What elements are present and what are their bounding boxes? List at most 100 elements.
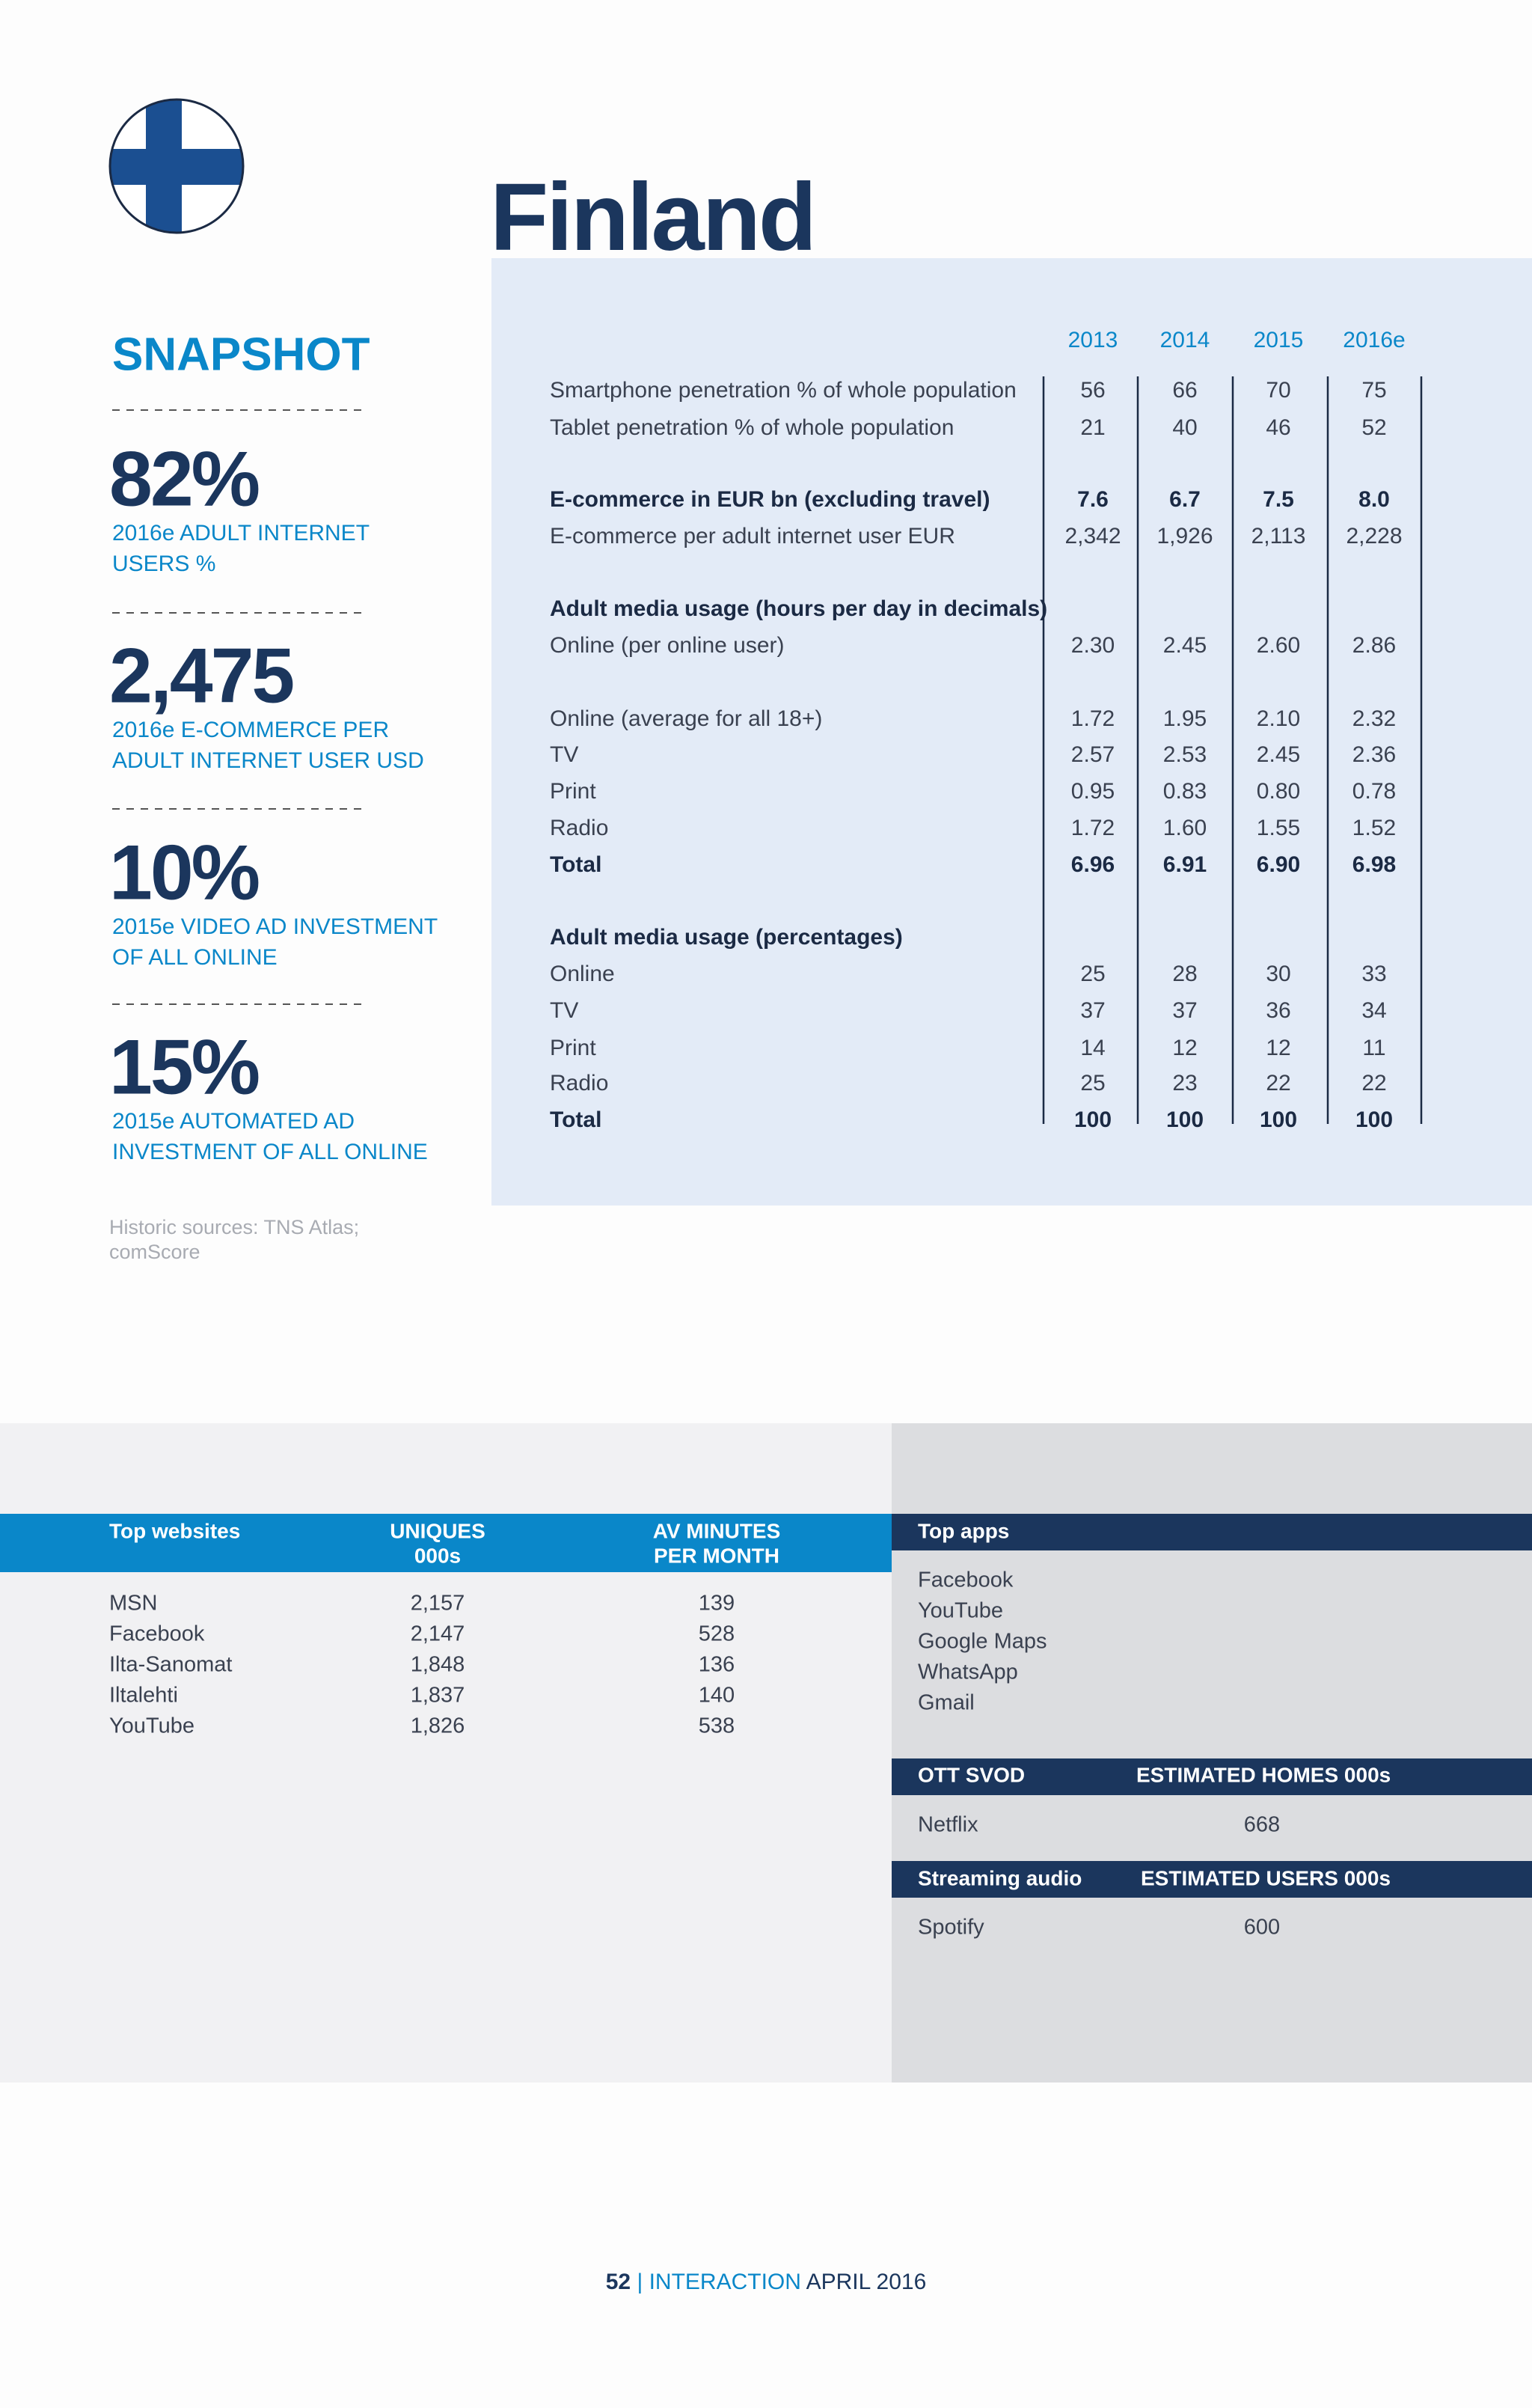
snapshot-caption: ADULT INTERNET USER USD [112, 748, 424, 773]
cell: 1.60 [1163, 816, 1207, 840]
snapshot-caption: 2015e VIDEO AD INVESTMENT [112, 914, 438, 939]
cell: 66 [1172, 378, 1197, 403]
flag [108, 98, 245, 234]
header: AV MINUTES [653, 1519, 781, 1542]
cell: 2.60 [1257, 633, 1300, 658]
sources: Historic sources: TNS Atlas; [109, 1216, 359, 1238]
cell: 0.83 [1163, 779, 1207, 804]
minutes: 528 [699, 1622, 735, 1646]
cell: 12 [1172, 1036, 1197, 1060]
cell: 100 [1166, 1107, 1204, 1132]
year-header: 2013 [1068, 328, 1118, 352]
uniques: 2,157 [411, 1592, 465, 1616]
row-label: Radio [550, 1071, 608, 1095]
site-name: Ilta-Sanomat [109, 1653, 232, 1677]
cell: 25 [1080, 962, 1105, 986]
cell: 0.95 [1071, 779, 1115, 804]
cell: 0.78 [1352, 779, 1396, 804]
app: Gmail [918, 1691, 975, 1715]
cell: 1.55 [1257, 816, 1300, 840]
cell: 70 [1266, 378, 1290, 403]
count: 668 [1244, 1813, 1280, 1837]
row-label: TV [550, 998, 578, 1023]
uniques: 1,848 [411, 1653, 465, 1677]
footer-separator: | [637, 2270, 643, 2294]
app: WhatsApp [918, 1660, 1018, 1684]
row-label: Tablet penetration % of whole population [550, 415, 954, 440]
row-label: TV [550, 742, 578, 767]
year-header: 2015 [1254, 328, 1304, 352]
cell: 2.36 [1352, 742, 1396, 767]
cell: 100 [1260, 1107, 1297, 1132]
cell: 2,342 [1064, 524, 1121, 548]
site-name: Facebook [109, 1622, 205, 1646]
row-label: E-commerce in EUR bn (excluding travel) [550, 487, 990, 512]
cell: 36 [1266, 998, 1290, 1023]
row-label: Print [550, 1036, 596, 1060]
service: Spotify [918, 1916, 984, 1940]
cell: 37 [1172, 998, 1197, 1023]
row-label: Adult media usage (hours per day in deci… [550, 596, 1047, 621]
cell: 56 [1080, 378, 1105, 403]
site-name: Iltalehti [109, 1684, 178, 1708]
row-label: E-commerce per adult internet user EUR [550, 524, 955, 548]
cell: 12 [1266, 1036, 1290, 1060]
header: ESTIMATED USERS 000s [1141, 1866, 1391, 1889]
cell: 11 [1362, 1036, 1385, 1060]
cell: 52 [1361, 415, 1386, 440]
table-panel [491, 258, 1532, 1205]
cell: 100 [1074, 1107, 1112, 1132]
snapshot-caption: 2015e AUTOMATED AD [112, 1109, 355, 1134]
header: UNIQUES [390, 1519, 485, 1542]
count: 600 [1244, 1916, 1280, 1940]
app: Google Maps [918, 1630, 1047, 1654]
site-name: YouTube [109, 1714, 194, 1738]
footer: 52 | INTERACTION APRIL 2016 [606, 2270, 927, 2294]
cell: 2.45 [1163, 633, 1207, 658]
cell: 6.90 [1257, 852, 1300, 877]
cell: 6.96 [1071, 852, 1115, 877]
audio-header-bar [892, 1861, 1532, 1898]
service: Netflix [918, 1813, 978, 1837]
cell: 7.6 [1077, 487, 1109, 512]
snapshot-heading: SNAPSHOT [112, 328, 370, 380]
header: PER MONTH [654, 1544, 779, 1567]
uniques: 1,826 [411, 1714, 465, 1738]
cell: 75 [1361, 378, 1386, 403]
cell: 100 [1355, 1107, 1393, 1132]
cell: 2,228 [1346, 524, 1402, 548]
cell: 23 [1172, 1071, 1197, 1095]
footer-publication: INTERACTION [649, 2270, 801, 2294]
header: 000s [414, 1544, 461, 1567]
cell: 2.30 [1071, 633, 1115, 658]
app: YouTube [918, 1599, 1003, 1623]
cell: 2.32 [1352, 706, 1396, 731]
row-label: Online [550, 962, 615, 986]
snapshot-caption: INVESTMENT OF ALL ONLINE [112, 1140, 428, 1164]
row-label: Total [550, 852, 601, 877]
year-header: 2016e [1343, 328, 1405, 352]
cell: 8.0 [1358, 487, 1390, 512]
snapshot-figure: 10% [109, 829, 259, 916]
uniques: 2,147 [411, 1622, 465, 1646]
header: ESTIMATED HOMES 000s [1136, 1763, 1391, 1786]
cell: 22 [1361, 1071, 1386, 1095]
cell: 0.80 [1257, 779, 1300, 804]
sources: comScore [109, 1241, 200, 1263]
year-header: 2014 [1160, 328, 1210, 352]
cell: 40 [1172, 415, 1197, 440]
cell: 33 [1361, 962, 1386, 986]
cell: 22 [1266, 1071, 1290, 1095]
cell: 1.52 [1352, 816, 1396, 840]
cell: 1.95 [1163, 706, 1207, 731]
minutes: 139 [699, 1592, 735, 1616]
cell: 14 [1080, 1036, 1105, 1060]
cell: 2.57 [1071, 742, 1115, 767]
cell: 2,113 [1251, 524, 1306, 548]
cell: 46 [1266, 415, 1290, 440]
cell: 2.86 [1352, 633, 1396, 658]
header: Top websites [109, 1519, 240, 1542]
cell: 34 [1361, 998, 1386, 1023]
